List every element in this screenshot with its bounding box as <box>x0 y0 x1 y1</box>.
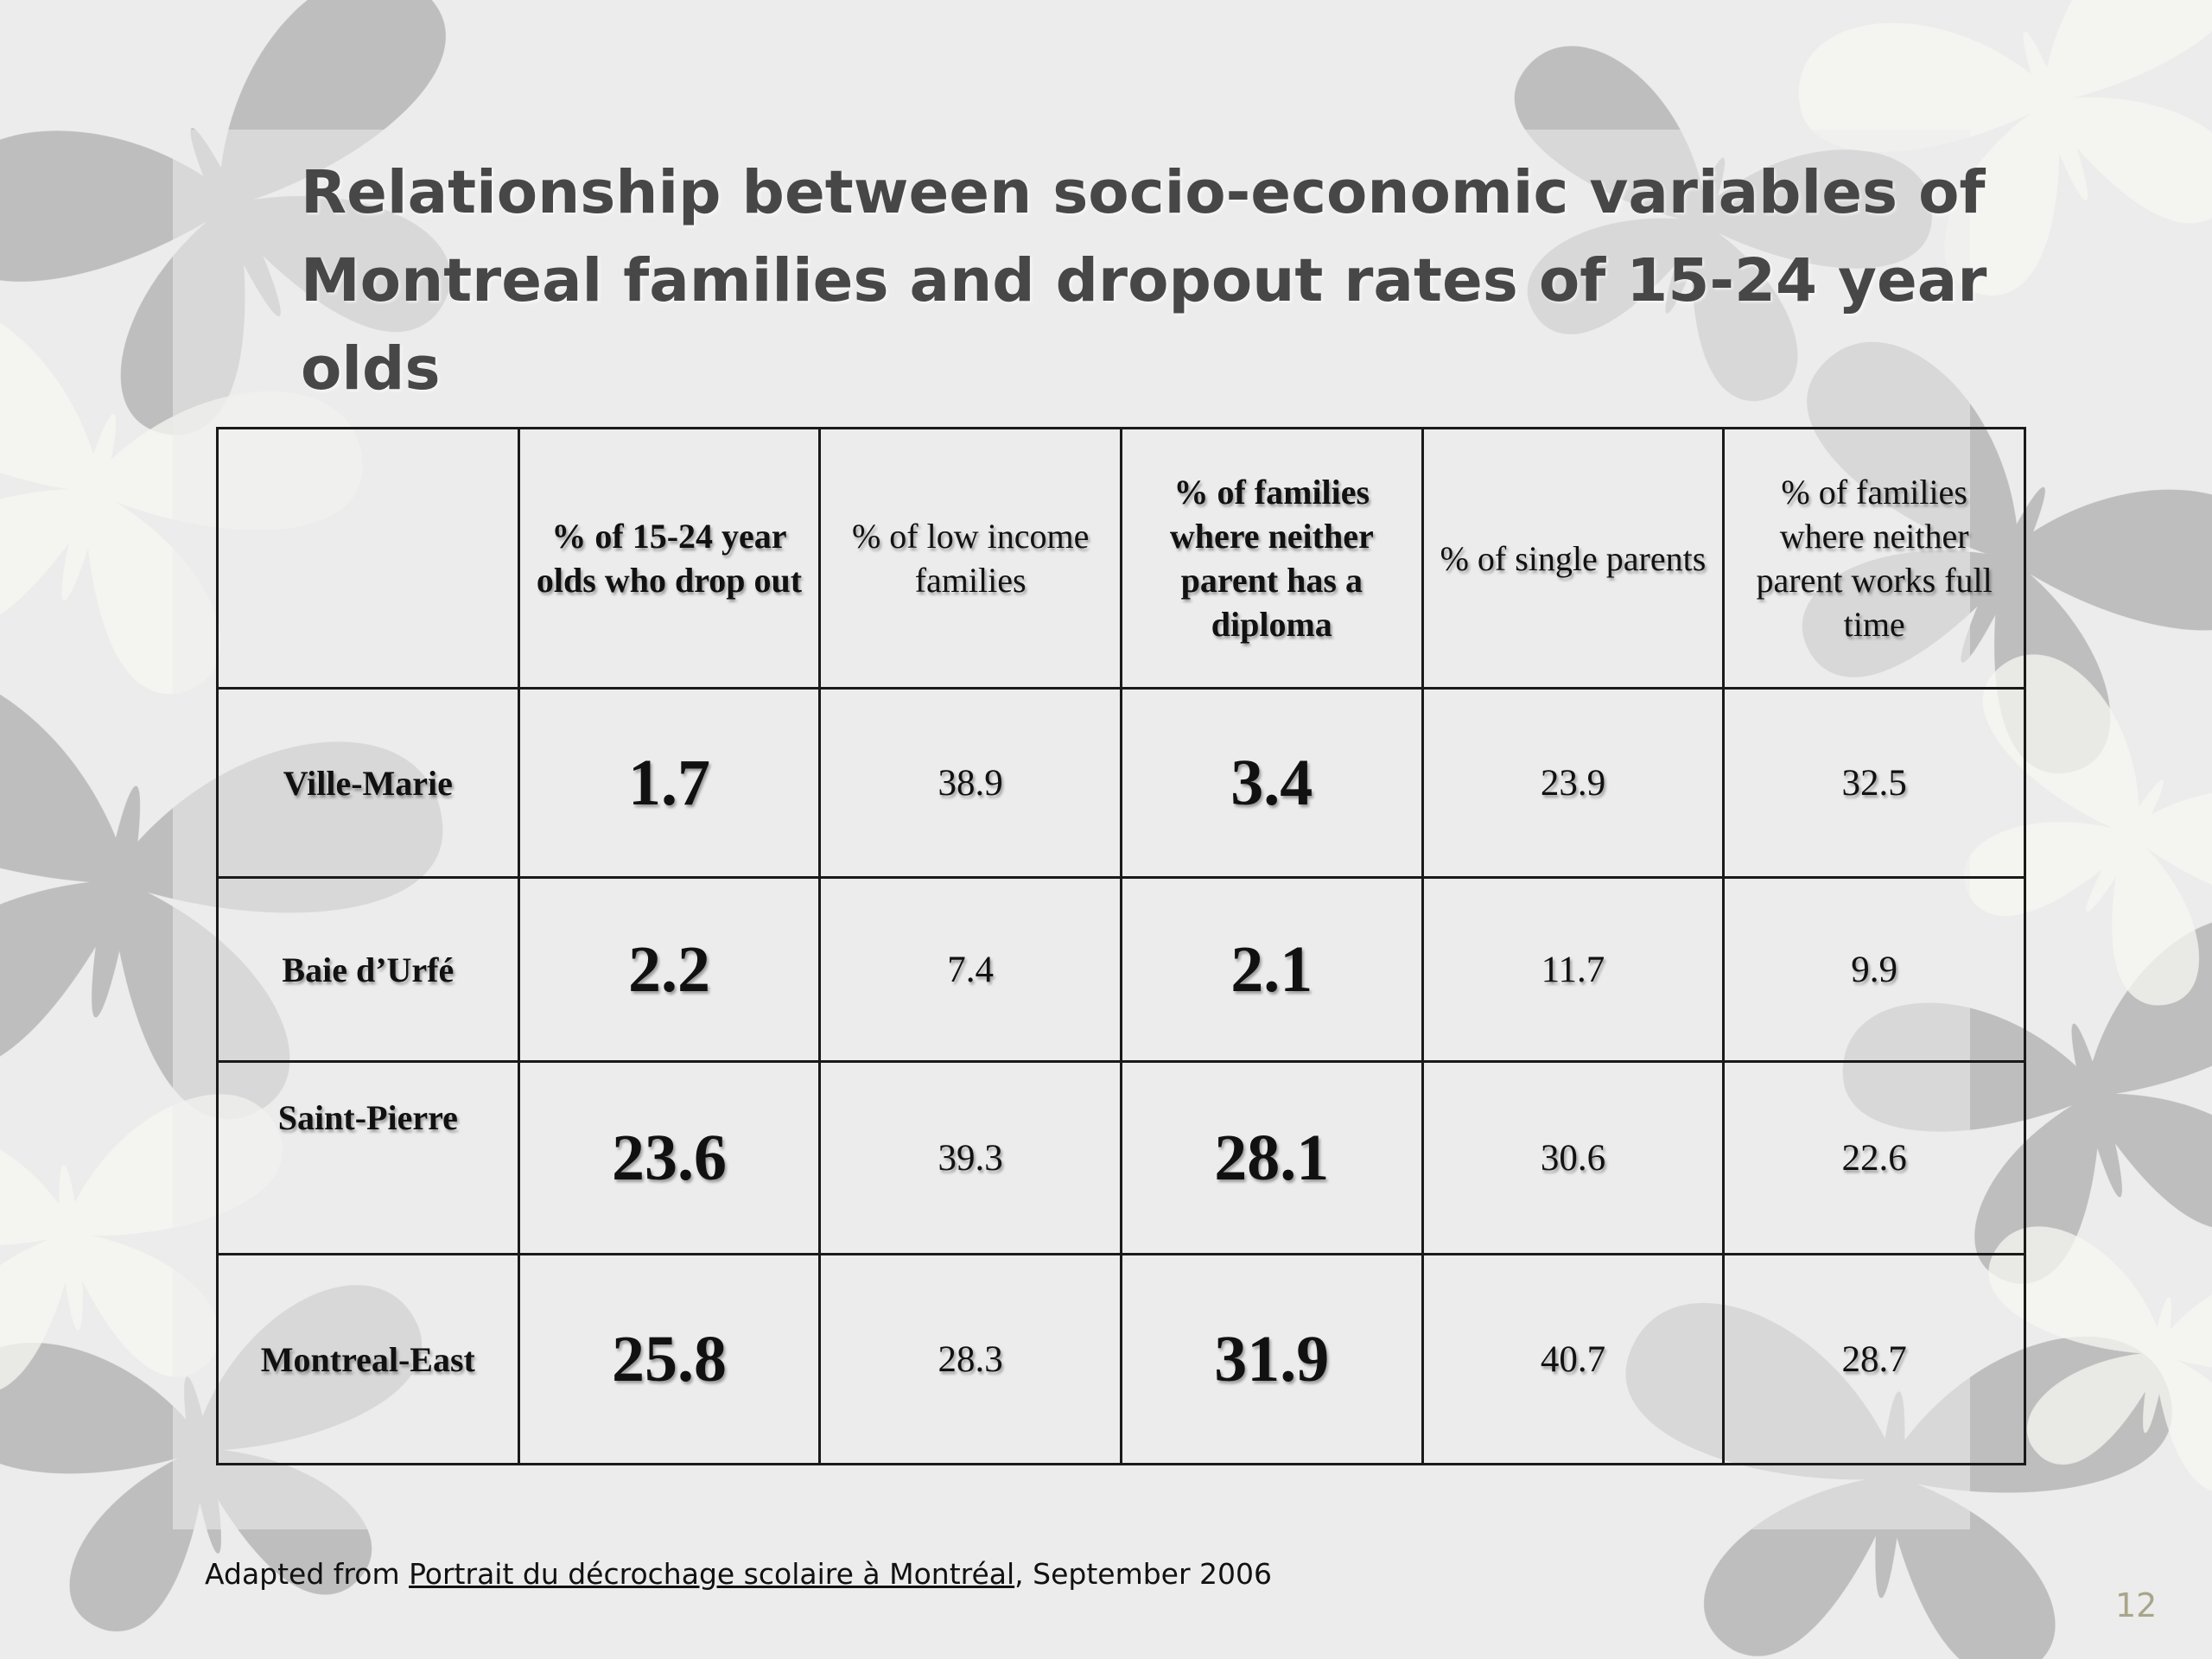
table-row: Ville-Marie 1.7 38.9 3.4 23.9 32.5 <box>216 687 2026 879</box>
row-label: Ville-Marie <box>216 687 520 879</box>
data-table: % of 15-24 year olds who drop out % of l… <box>216 427 2026 1465</box>
cell-no-diploma: 3.4 <box>1119 687 1424 879</box>
cell-no-diploma: 28.1 <box>1119 1060 1424 1255</box>
table-header-row: % of 15-24 year olds who drop out % of l… <box>216 427 2026 690</box>
table-row: Saint-Pierre 23.6 39.3 28.1 30.6 22.6 <box>216 1060 2026 1255</box>
cell-single-parents: 11.7 <box>1421 876 1726 1063</box>
table-row: Baie d’Urfé 2.2 7.4 2.1 11.7 9.9 <box>216 876 2026 1063</box>
page-number: 12 <box>2115 1586 2158 1624</box>
slide-title-line-2: Montreal families and dropout rates of 1… <box>301 246 1987 404</box>
slide-title-line-1: Relationship between socio-economic vari… <box>301 158 1986 227</box>
cell-no-full-time: 28.7 <box>1722 1253 2026 1465</box>
table-row: Montreal-East 25.8 28.3 31.9 40.7 28.7 <box>216 1253 2026 1465</box>
header-single-parents: % of single parents <box>1421 427 1726 690</box>
cell-dropout: 2.2 <box>517 876 822 1063</box>
row-label: Saint-Pierre <box>216 1060 520 1255</box>
cell-no-full-time: 32.5 <box>1722 687 2026 879</box>
slide-title: Relationship between socio-economic vari… <box>301 149 2029 413</box>
header-corner-cell <box>216 427 520 690</box>
row-label: Baie d’Urfé <box>216 876 520 1063</box>
cell-dropout: 25.8 <box>517 1253 822 1465</box>
cell-no-full-time: 22.6 <box>1722 1060 2026 1255</box>
cell-dropout: 23.6 <box>517 1060 822 1255</box>
cell-single-parents: 30.6 <box>1421 1060 1726 1255</box>
cell-no-diploma: 31.9 <box>1119 1253 1424 1465</box>
header-no-diploma: % of families where neither parent has a… <box>1119 427 1424 690</box>
cell-dropout: 1.7 <box>517 687 822 879</box>
header-low-income: % of low income families <box>818 427 1122 690</box>
header-no-full-time: % of families where neither parent works… <box>1722 427 2026 690</box>
source-prefix: Adapted from <box>205 1557 410 1591</box>
cell-low-income: 39.3 <box>818 1060 1122 1255</box>
source-title-link[interactable]: Portrait du décrochage scolaire à Montré… <box>409 1557 1015 1591</box>
header-dropout: % of 15-24 year olds who drop out <box>517 427 822 690</box>
cell-low-income: 28.3 <box>818 1253 1122 1465</box>
cell-no-full-time: 9.9 <box>1722 876 2026 1063</box>
source-suffix: , September 2006 <box>1014 1557 1273 1591</box>
cell-single-parents: 23.9 <box>1421 687 1726 879</box>
cell-single-parents: 40.7 <box>1421 1253 1726 1465</box>
cell-low-income: 38.9 <box>818 687 1122 879</box>
cell-no-diploma: 2.1 <box>1119 876 1424 1063</box>
row-label: Montreal-East <box>216 1253 520 1465</box>
source-citation: Adapted from Portrait du décrochage scol… <box>205 1557 1272 1591</box>
cell-low-income: 7.4 <box>818 876 1122 1063</box>
